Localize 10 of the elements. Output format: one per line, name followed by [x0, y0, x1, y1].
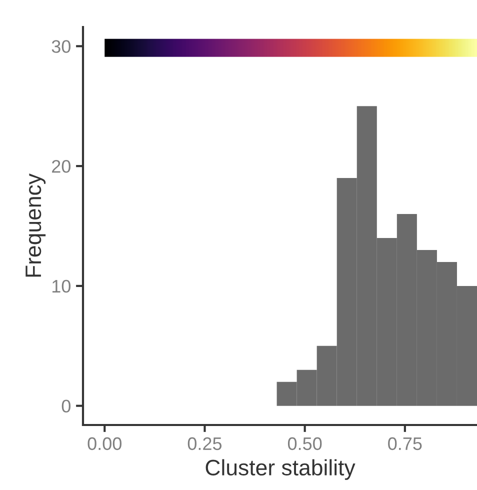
- x-tick-label: 0.25: [188, 437, 222, 450]
- y-axis-title: Frequency: [26, 174, 46, 277]
- x-tick-label: 0.75: [388, 437, 422, 450]
- y-tick-label: 20: [52, 160, 70, 173]
- x-tick-label: 0.00: [88, 437, 122, 450]
- y-tick-label: 10: [52, 280, 70, 293]
- y-tick-label: 30: [52, 40, 70, 53]
- x-tick-label: 0.50: [288, 437, 322, 450]
- x-axis-title: Cluster stability: [206, 459, 356, 480]
- y-tick-label: 0: [62, 400, 70, 413]
